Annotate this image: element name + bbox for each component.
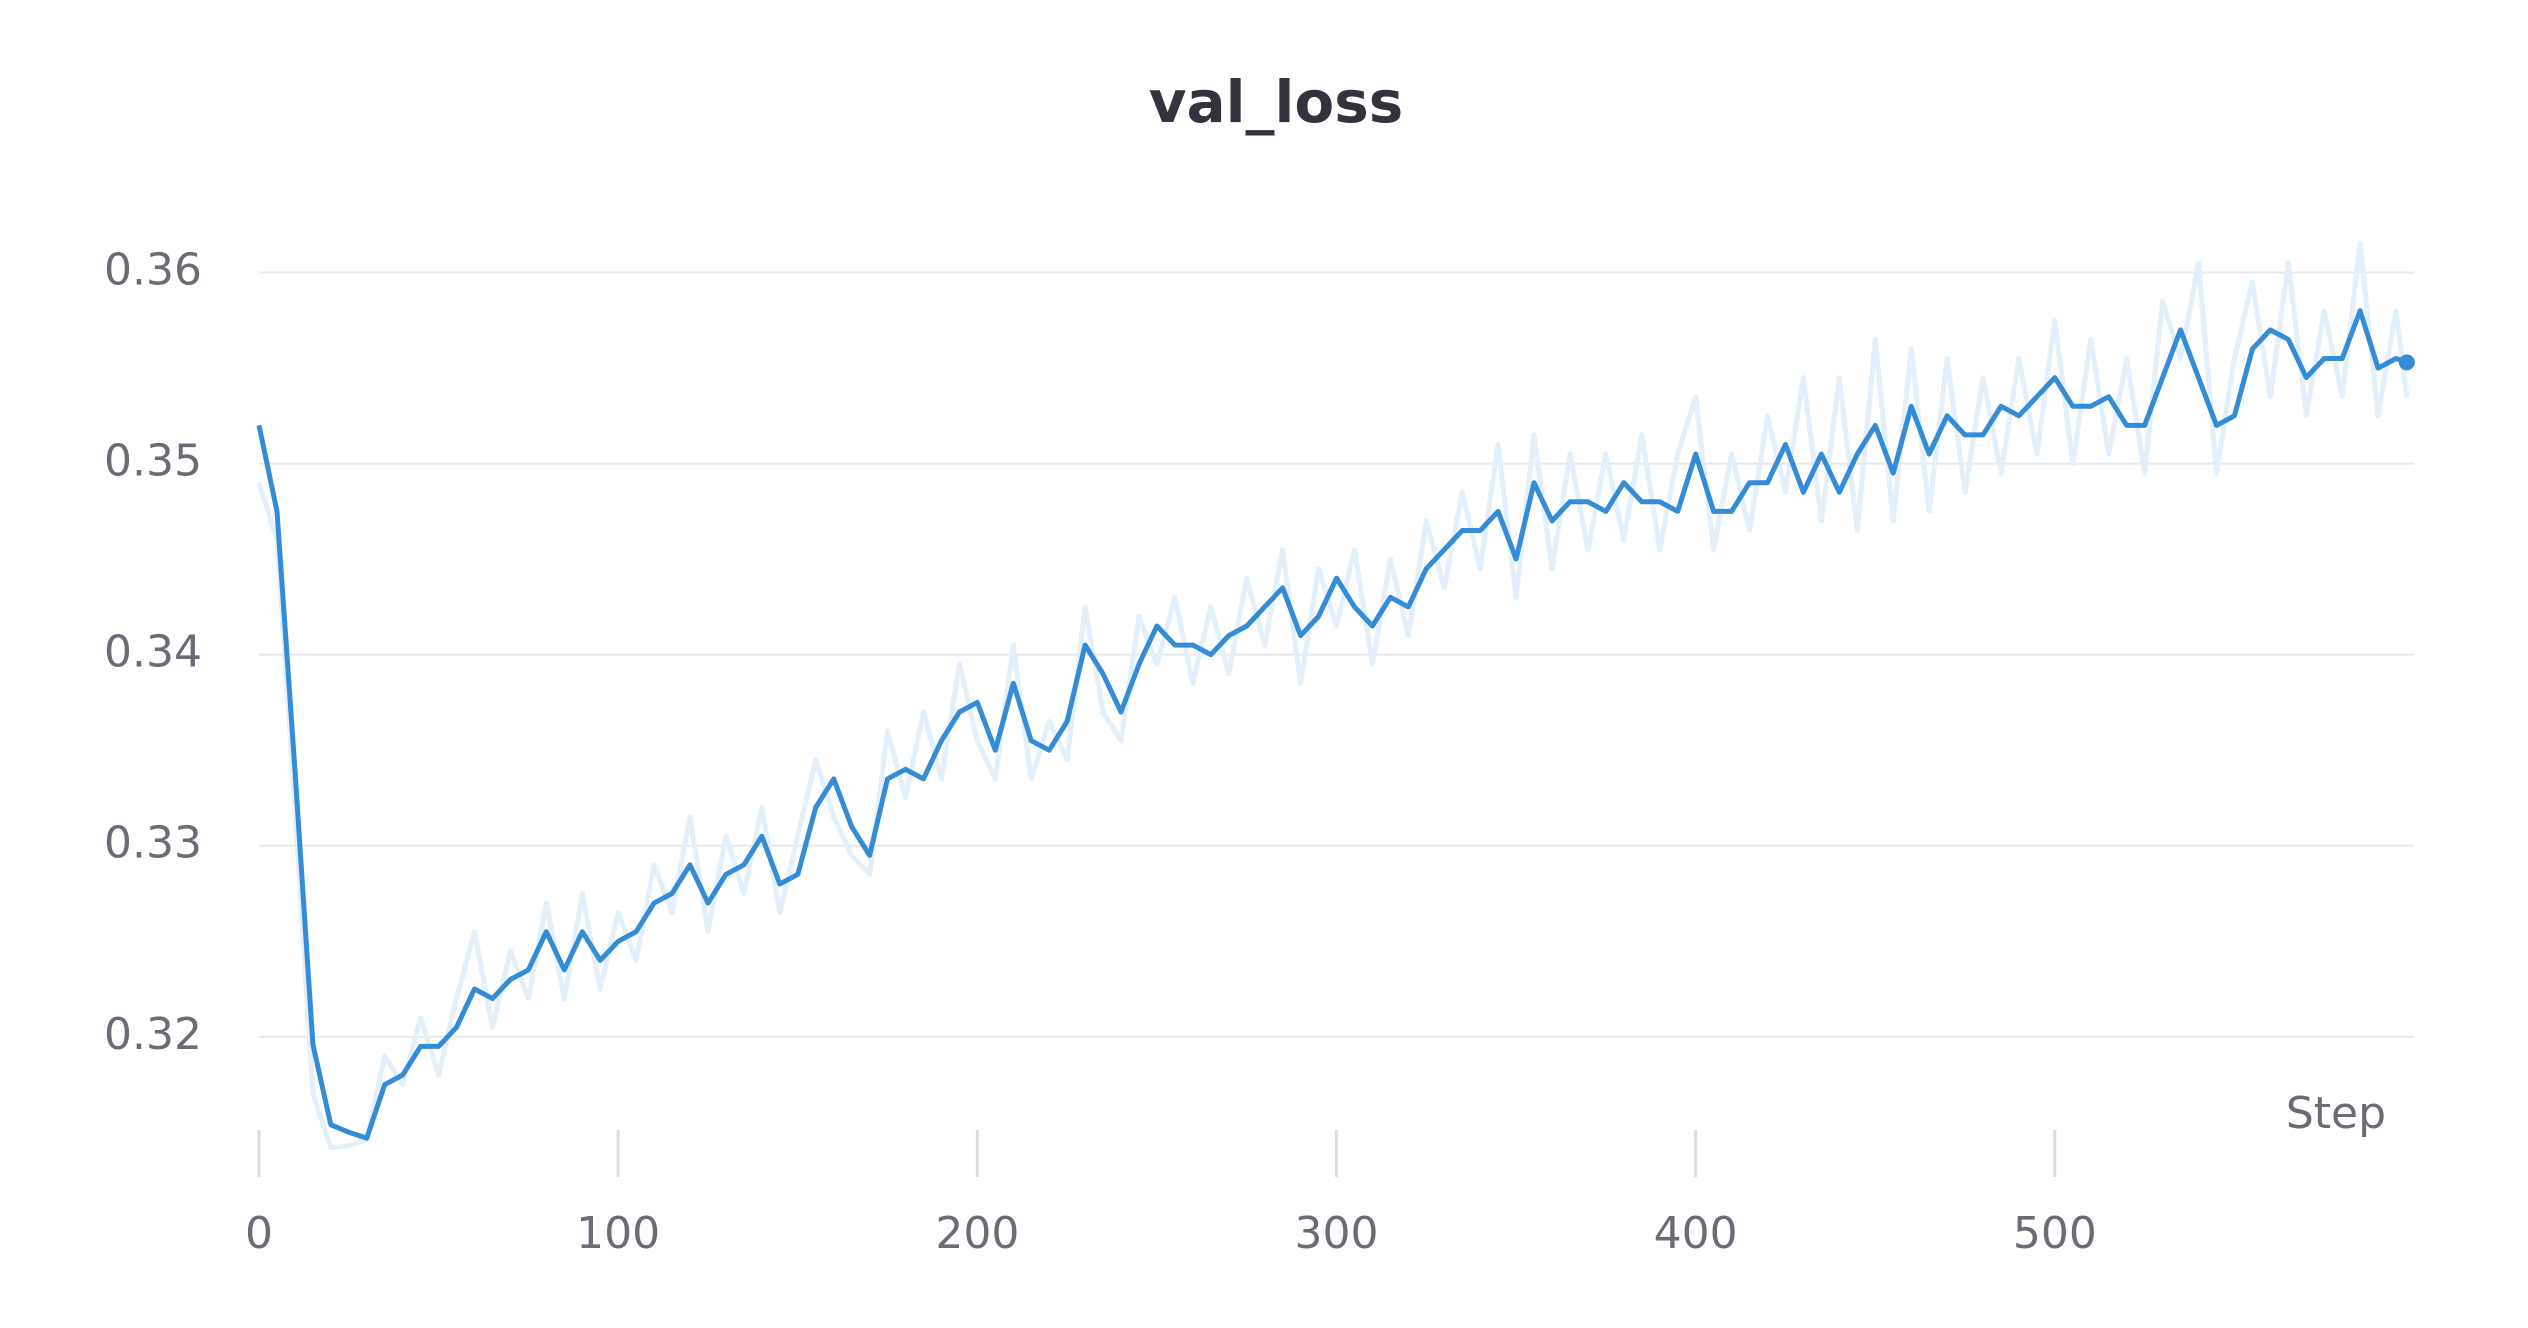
end-point [2398,354,2415,371]
chart-title: val_loss [1149,68,1404,136]
x-axis-label: Step [2286,1088,2386,1139]
y-tick-label: 0.34 [104,627,202,678]
x-tick-label: 400 [1654,1208,1738,1259]
x-tick-label: 500 [2013,1208,2097,1259]
y-tick-label: 0.35 [104,436,202,487]
x-tick-label: 100 [576,1208,660,1259]
y-tick-label: 0.36 [104,245,202,296]
y-tick-label: 0.32 [104,1009,202,1060]
x-tick-label: 0 [245,1208,273,1259]
y-tick-label: 0.33 [104,818,202,869]
series-line [256,308,2408,1141]
series-line [256,241,2410,1151]
x-tick-label: 200 [935,1208,1019,1259]
x-tick-label: 300 [1295,1208,1379,1259]
